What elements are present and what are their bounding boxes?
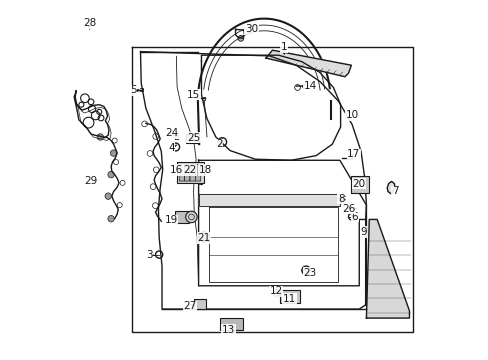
Text: 12: 12 — [269, 286, 282, 296]
Text: 22: 22 — [183, 165, 196, 175]
Text: 14: 14 — [303, 81, 316, 91]
Text: 3: 3 — [146, 250, 152, 260]
FancyBboxPatch shape — [177, 162, 203, 183]
Circle shape — [97, 134, 103, 140]
Text: 2: 2 — [216, 139, 222, 149]
FancyBboxPatch shape — [220, 318, 243, 329]
Polygon shape — [386, 181, 394, 194]
Circle shape — [105, 193, 111, 199]
Text: 6: 6 — [351, 212, 358, 221]
FancyBboxPatch shape — [175, 211, 188, 223]
Text: 4: 4 — [168, 143, 174, 153]
Circle shape — [110, 150, 117, 156]
Text: 7: 7 — [391, 186, 398, 197]
Text: 5: 5 — [130, 85, 136, 95]
Polygon shape — [366, 220, 408, 318]
Text: 9: 9 — [360, 227, 366, 237]
FancyBboxPatch shape — [184, 165, 190, 181]
Circle shape — [108, 216, 114, 222]
Circle shape — [108, 171, 114, 178]
Text: 18: 18 — [198, 165, 211, 175]
Circle shape — [362, 186, 366, 190]
Text: 29: 29 — [84, 176, 98, 186]
Text: 20: 20 — [352, 179, 365, 189]
Text: 24: 24 — [165, 129, 178, 138]
FancyBboxPatch shape — [195, 165, 201, 181]
Text: 17: 17 — [346, 149, 360, 159]
Text: 28: 28 — [83, 18, 96, 28]
Polygon shape — [198, 194, 339, 206]
Text: 1: 1 — [280, 42, 286, 52]
FancyBboxPatch shape — [186, 134, 198, 143]
FancyBboxPatch shape — [279, 291, 299, 303]
FancyBboxPatch shape — [350, 176, 368, 193]
FancyBboxPatch shape — [190, 165, 195, 181]
Text: 11: 11 — [282, 294, 295, 304]
Text: 13: 13 — [221, 325, 235, 335]
Text: 16: 16 — [169, 165, 183, 175]
Text: 25: 25 — [186, 133, 200, 143]
Text: 27: 27 — [183, 301, 196, 311]
Polygon shape — [265, 50, 351, 77]
Text: 19: 19 — [164, 215, 177, 225]
FancyBboxPatch shape — [179, 165, 184, 181]
Text: 26: 26 — [341, 204, 354, 214]
Text: 21: 21 — [197, 233, 210, 243]
Text: 8: 8 — [337, 194, 344, 204]
Text: 23: 23 — [303, 267, 316, 278]
Text: 30: 30 — [244, 24, 258, 35]
Text: 10: 10 — [345, 111, 358, 121]
FancyBboxPatch shape — [193, 299, 206, 309]
Circle shape — [185, 211, 197, 223]
Circle shape — [238, 36, 244, 41]
Circle shape — [352, 186, 356, 190]
Text: 15: 15 — [186, 90, 200, 100]
Circle shape — [199, 232, 209, 242]
